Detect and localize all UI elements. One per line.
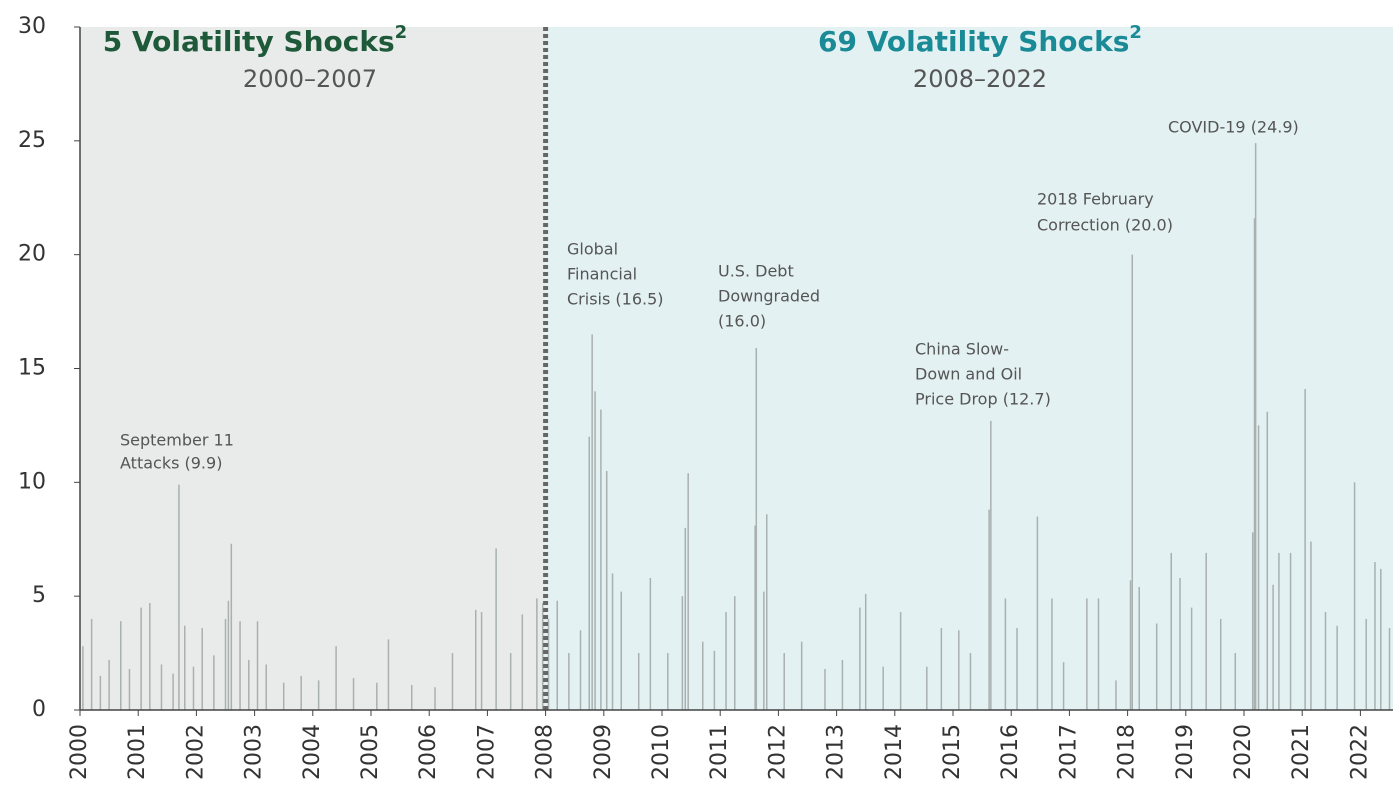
y-tick-label: 10 (18, 469, 46, 494)
region-title: 69 Volatility Shocks2 (818, 22, 1142, 58)
x-tick-label: 2000 (67, 724, 92, 780)
x-tick-label: 2006 (416, 724, 441, 780)
annotation: Down and Oil (915, 365, 1022, 384)
region-title-text: 5 Volatility Shocks (103, 25, 395, 58)
annotation: Crisis (16.5) (567, 290, 664, 309)
x-tick-label: 2018 (1115, 724, 1140, 780)
x-tick-label: 2020 (1231, 724, 1256, 780)
annotation: 2018 February (1037, 190, 1154, 209)
x-tick-label: 2005 (358, 724, 383, 780)
x-tick-label: 2001 (125, 724, 150, 780)
annotation: COVID-19 (24.9) (1168, 118, 1299, 137)
x-tick-label: 2017 (1056, 724, 1081, 780)
annotation: Price Drop (12.7) (915, 390, 1051, 409)
x-tick-label: 2009 (591, 724, 616, 780)
x-tick-label: 2003 (242, 724, 267, 780)
x-tick-label: 2010 (649, 724, 674, 780)
x-tick-label: 2013 (824, 724, 849, 780)
x-tick-label: 2014 (882, 724, 907, 780)
x-tick-label: 2019 (1173, 724, 1198, 780)
y-tick-label: 25 (18, 128, 46, 153)
x-tick-label: 2008 (533, 724, 558, 780)
axes: 0 5 10 15 20 25 30 2000 2001 2002 2003 2004 2005 2006… (18, 14, 1393, 780)
y-tick-label: 5 (32, 583, 46, 608)
region-background (80, 27, 546, 710)
annotation: Financial (567, 265, 637, 284)
annotation: Attacks (9.9) (120, 454, 222, 473)
bars (82, 143, 1391, 710)
annotation: Downgraded (718, 287, 820, 306)
background (80, 27, 1393, 710)
region-period: 2008–2022 (913, 65, 1047, 93)
footnote: 2 (395, 22, 408, 43)
x-tick-label: 2007 (474, 724, 499, 780)
annotation: China Slow- (915, 340, 1009, 359)
x-tick-label: 2015 (940, 724, 965, 780)
x-tick-label: 2012 (765, 724, 790, 780)
x-tick-label: 2004 (300, 724, 325, 780)
region-title-text: 69 Volatility Shocks (818, 25, 1129, 58)
y-tick-label: 20 (18, 242, 46, 267)
annotation: U.S. Debt (718, 262, 794, 281)
y-tick-label: 15 (18, 356, 46, 381)
region-background (545, 27, 1393, 710)
y-tick-label: 30 (18, 14, 46, 39)
x-tick-label: 2011 (707, 724, 732, 780)
x-tick-label: 2022 (1347, 724, 1372, 780)
x-tick-label: 2002 (183, 724, 208, 780)
annotation: Global (567, 240, 618, 259)
footnote: 2 (1129, 22, 1142, 43)
region-title: 5 Volatility Shocks2 (103, 22, 407, 58)
y-tick-label: 0 (32, 697, 46, 722)
annotation: September 11 (120, 431, 234, 450)
region-period: 2000–2007 (243, 65, 377, 93)
annotation: (16.0) (718, 312, 766, 331)
x-tick-label: 2016 (998, 724, 1023, 780)
annotation: Correction (20.0) (1037, 216, 1173, 235)
x-tick-label: 2021 (1289, 724, 1314, 780)
